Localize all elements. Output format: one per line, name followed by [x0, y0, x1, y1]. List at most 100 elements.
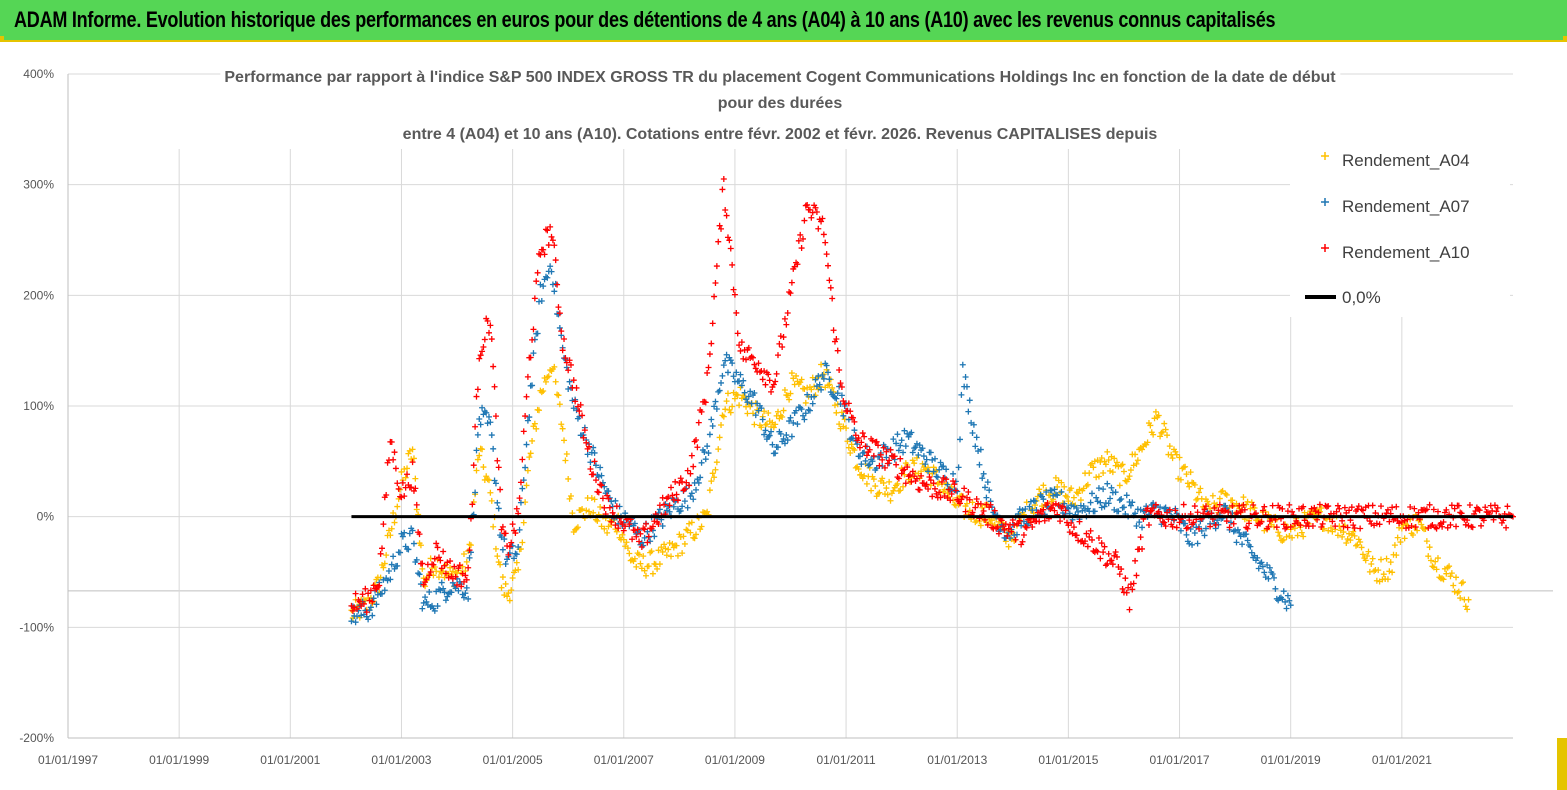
data-point [827, 284, 834, 291]
data-point [1247, 543, 1254, 550]
data-point [1451, 505, 1458, 512]
data-point [794, 261, 801, 268]
data-point [380, 564, 387, 571]
data-point [1052, 474, 1059, 481]
data-point [1243, 531, 1250, 538]
data-point [545, 242, 552, 249]
data-point [1109, 469, 1116, 476]
data-point [438, 579, 445, 586]
data-point [513, 505, 520, 512]
data-point [636, 538, 643, 545]
data-point [505, 590, 512, 597]
data-point [1457, 509, 1464, 516]
data-point [1432, 558, 1439, 565]
data-point [716, 434, 723, 441]
data-point [1443, 570, 1450, 577]
data-point [713, 459, 720, 466]
data-point [666, 540, 673, 547]
y-tick-label: 400% [23, 67, 54, 81]
data-point [820, 375, 827, 382]
data-point [819, 371, 826, 378]
legend-label: 0,0% [1342, 288, 1381, 307]
data-point [1182, 520, 1189, 527]
data-point [488, 497, 495, 504]
data-point [473, 467, 480, 474]
data-point [982, 484, 989, 491]
data-point [733, 309, 740, 316]
data-point [958, 496, 965, 503]
data-point [930, 468, 937, 475]
data-point [497, 561, 504, 568]
data-point [385, 568, 392, 575]
data-point [638, 544, 645, 551]
series-Rendement_A04 [348, 361, 1472, 622]
data-point [829, 384, 836, 391]
data-point [683, 479, 690, 486]
data-point [1398, 518, 1405, 525]
legend-label: Rendement_A10 [1342, 243, 1470, 262]
data-point [848, 441, 855, 448]
data-point [1020, 531, 1027, 538]
data-point [559, 347, 566, 354]
data-point [952, 502, 959, 509]
data-point [363, 609, 370, 616]
data-point [1144, 505, 1151, 512]
data-point [437, 557, 444, 564]
data-point [1147, 508, 1154, 515]
data-point [845, 400, 852, 407]
data-point [1105, 500, 1112, 507]
data-point [1366, 568, 1373, 575]
data-point [906, 471, 913, 478]
data-point [558, 421, 565, 428]
data-point [769, 441, 776, 448]
data-point [494, 499, 501, 506]
data-point [812, 376, 819, 383]
data-point [623, 539, 630, 546]
data-point [559, 425, 566, 432]
x-tick-label: 01/01/2021 [1372, 753, 1432, 767]
data-point [462, 572, 469, 579]
data-point [561, 437, 568, 444]
data-point [352, 619, 359, 626]
data-point [1439, 523, 1446, 530]
data-point [1378, 556, 1384, 563]
data-point [374, 591, 381, 598]
data-point [861, 433, 868, 440]
data-point [524, 373, 531, 380]
data-point [474, 431, 481, 438]
data-point [1344, 536, 1351, 543]
data-point [869, 458, 876, 465]
data-point [720, 413, 727, 420]
data-point [665, 493, 672, 500]
data-point [1375, 567, 1382, 574]
data-point [1070, 524, 1077, 531]
data-point [513, 551, 520, 558]
data-point [1300, 533, 1307, 540]
data-point [920, 480, 927, 487]
data-point [1184, 480, 1191, 487]
corner-decoration-bottom-right [1557, 738, 1567, 790]
data-point [388, 439, 395, 446]
data-point [1101, 503, 1108, 510]
data-point [509, 574, 516, 581]
data-point [1355, 503, 1362, 510]
data-point [886, 457, 893, 464]
data-point [466, 554, 473, 561]
data-point [547, 263, 554, 270]
data-point [608, 498, 615, 505]
data-point [1100, 549, 1107, 556]
data-point [1068, 519, 1075, 526]
data-point [492, 545, 499, 552]
data-point [1357, 525, 1364, 532]
data-point [587, 465, 594, 472]
data-point [569, 510, 576, 517]
data-point [1457, 595, 1464, 602]
data-point [943, 466, 950, 473]
data-point [1332, 523, 1339, 530]
data-point [530, 326, 537, 333]
data-point [384, 577, 391, 584]
data-point [834, 347, 841, 354]
data-point [972, 519, 979, 526]
data-point [492, 413, 499, 420]
data-point [488, 336, 495, 343]
